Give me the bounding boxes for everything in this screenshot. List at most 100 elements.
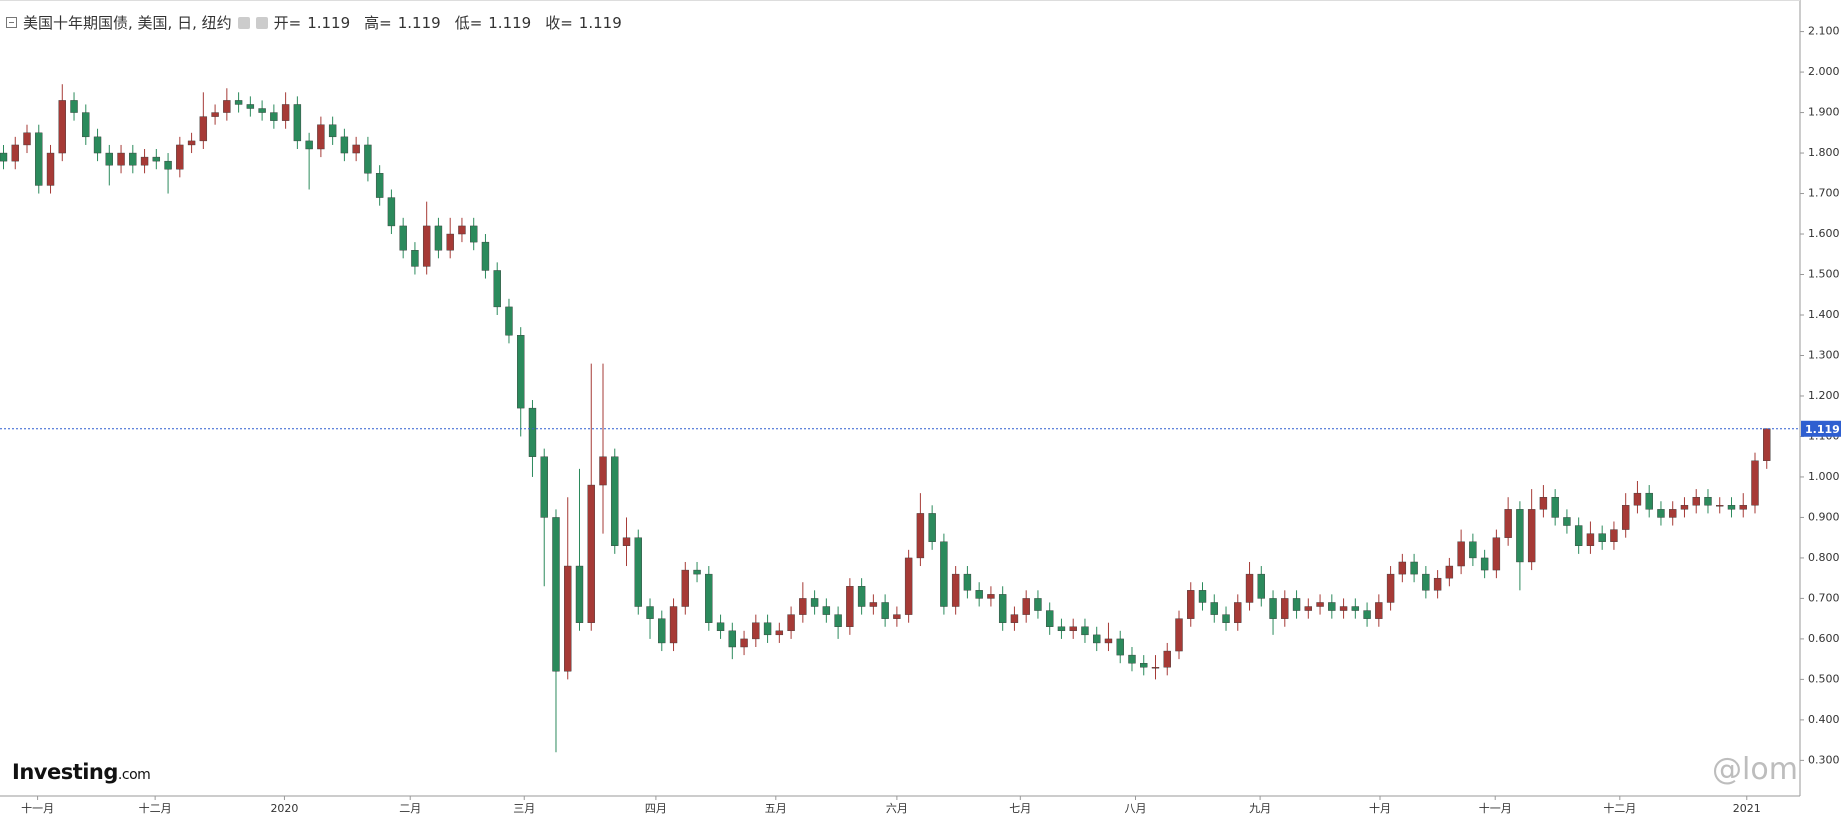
candle-body: [575, 565, 584, 623]
candle-body: [1316, 602, 1324, 607]
candle-body: [211, 112, 219, 117]
candle-body: [998, 594, 1007, 623]
candle-body: [1234, 602, 1242, 623]
settings-icon[interactable]: [255, 16, 268, 29]
y-tick-label: 1.200: [1808, 389, 1840, 402]
instrument-title: 美国十年期国债, 美国, 日, 纽约: [23, 14, 232, 32]
candle-body: [1633, 492, 1642, 506]
candle-body: [1763, 428, 1771, 461]
candle-body: [234, 100, 243, 105]
price-tag: [1801, 420, 1841, 437]
x-tick-label: 九月: [1249, 802, 1271, 815]
candle-body: [434, 225, 443, 251]
x-tick-label: 二月: [399, 802, 421, 815]
candle-body: [1598, 533, 1606, 542]
candle-body: [787, 614, 795, 632]
watermark: @lom: [1712, 752, 1798, 787]
candle-body: [1069, 626, 1077, 632]
x-tick-label: 十二月: [1603, 801, 1636, 815]
candle-body: [176, 144, 184, 170]
x-tick-label: 八月: [1125, 802, 1147, 815]
candle-body: [1386, 573, 1395, 603]
candle-body: [1457, 541, 1465, 567]
candle-body: [1469, 541, 1477, 559]
candle-body: [1586, 533, 1595, 546]
candle-body: [1198, 590, 1207, 603]
candle-body: [1328, 602, 1336, 611]
candle-body: [1034, 598, 1042, 611]
candle-body: [540, 456, 548, 518]
candle-body: [681, 569, 689, 607]
candle-body: [1551, 496, 1559, 518]
logo-name: Investing: [12, 760, 118, 784]
candle-body: [470, 225, 478, 243]
candle-body: [564, 565, 572, 672]
candle-body: [364, 144, 372, 174]
candle-body: [281, 104, 290, 121]
logo-suffix: .com: [117, 767, 151, 783]
candle-body: [728, 630, 737, 648]
settings-icon[interactable]: [237, 16, 250, 29]
candle-body: [1410, 561, 1418, 575]
candle-body: [1692, 496, 1700, 506]
ohlc-label: 高=: [364, 14, 392, 32]
ohlc-value: 1.119: [307, 13, 351, 32]
candle-body: [1104, 638, 1113, 644]
candle-body: [1187, 590, 1195, 619]
candle-body: [375, 173, 384, 198]
candle-body: [152, 156, 161, 162]
candle-body: [164, 160, 172, 170]
candle-body: [517, 335, 525, 409]
candle-body: [763, 622, 772, 636]
candle-body: [258, 108, 266, 113]
candle-body: [658, 618, 666, 644]
y-tick-label: 0.700: [1808, 591, 1840, 604]
candle-body: [1281, 598, 1289, 619]
candle-body: [893, 614, 901, 619]
candle-body: [1339, 606, 1348, 611]
candle-body: [35, 132, 43, 186]
candle-body: [669, 606, 678, 644]
candle-body: [1175, 618, 1183, 652]
candle-body: [411, 250, 419, 267]
candle-body: [775, 630, 784, 636]
y-tick-label: 0.500: [1808, 672, 1840, 685]
candle-body: [716, 622, 725, 632]
ohlc-label: 开=: [273, 14, 302, 32]
candle-body: [810, 598, 819, 607]
candle-body: [857, 586, 866, 607]
candle-body: [1222, 614, 1230, 623]
x-tick-label: 六月: [886, 802, 908, 815]
ohlc-value: 1.119: [397, 13, 441, 32]
candle-body: [1010, 614, 1019, 623]
y-tick-label: 1.600: [1808, 227, 1840, 240]
collapse-icon[interactable]: [6, 17, 17, 28]
candle-body: [1516, 509, 1524, 563]
candle-body: [1257, 573, 1265, 599]
candle-body: [82, 112, 90, 138]
candle-body: [1245, 573, 1254, 603]
ohlc-label: 收=: [545, 14, 573, 32]
candle-body: [1022, 598, 1030, 615]
y-tick-label: 1.900: [1808, 106, 1840, 119]
header: 美国十年期国债, 美国, 日, 纽约 开= 1.119 高= 1.119 低= 1.1…: [6, 12, 630, 33]
candle-body: [1093, 634, 1101, 644]
candle-body: [399, 225, 407, 251]
candle-body: [58, 100, 66, 154]
candle-body: [987, 594, 995, 599]
y-tick-label: 1.000: [1808, 470, 1840, 483]
candle-body: [1504, 509, 1512, 538]
candle-body: [916, 513, 925, 559]
candle-body: [622, 537, 631, 546]
candle-body: [352, 144, 360, 154]
candle-body: [1304, 606, 1313, 611]
ohlc-label: 低=: [454, 14, 483, 32]
x-tick-label: 十一月: [1479, 801, 1512, 815]
candle-body: [552, 517, 560, 672]
candle-body: [1716, 505, 1724, 507]
ohlc-value: 1.119: [578, 13, 622, 32]
candle-body: [1445, 565, 1454, 579]
candle-body: [199, 116, 208, 142]
candle-body: [1739, 505, 1747, 510]
candle-body: [1539, 496, 1548, 510]
